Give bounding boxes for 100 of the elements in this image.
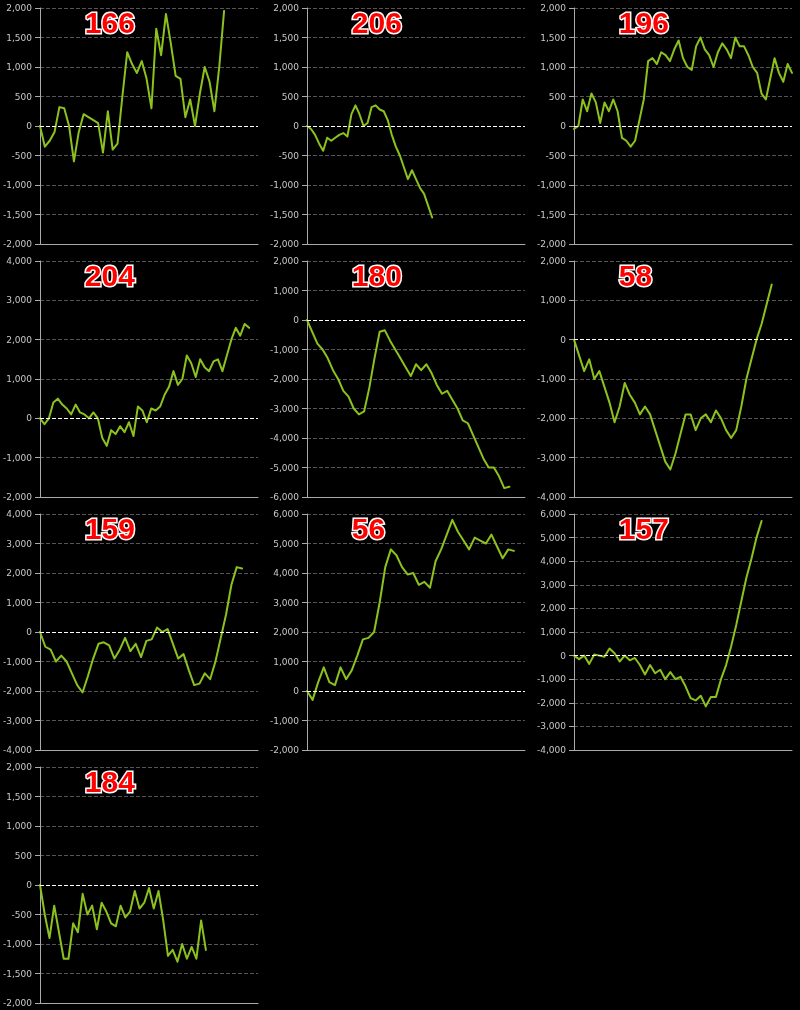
- y-tick-label: 1,000: [6, 821, 33, 831]
- y-tick-label: 0: [293, 121, 300, 131]
- y-tick-label: 2,000: [6, 762, 33, 772]
- line-series: [39, 884, 207, 963]
- chart-title: 56: [351, 511, 386, 545]
- y-tick-label: -500: [11, 150, 33, 161]
- y-tick-label: -1,000: [537, 674, 567, 685]
- line-series: [306, 518, 515, 701]
- y-tick-label: -3,000: [537, 721, 567, 732]
- y-tick-label: 2,000: [273, 627, 300, 637]
- y-tick-label: 500: [14, 850, 33, 861]
- y-tick-label: 2,000: [6, 334, 33, 345]
- line-series: [573, 520, 763, 708]
- y-tick-label: -1,000: [537, 180, 567, 190]
- y-tick-label: -2,000: [270, 745, 300, 755]
- y-tick-label: -4,000: [270, 433, 300, 443]
- y-tick-label: -3,000: [3, 715, 33, 726]
- y-tick-label: -2,000: [3, 998, 33, 1008]
- y-tick-label: -1,000: [270, 715, 300, 726]
- line-series: [573, 36, 793, 148]
- y-tick-label: 2,000: [540, 3, 567, 13]
- y-tick-label: 0: [26, 627, 33, 637]
- y-tick-label: -3,000: [537, 452, 567, 463]
- y-tick-label: -2,000: [270, 239, 300, 249]
- y-tick-label: 2,000: [273, 3, 300, 13]
- y-tick-label: 1,000: [273, 62, 300, 72]
- y-tick-label: -6,000: [270, 492, 300, 502]
- y-tick-label: 0: [560, 121, 567, 131]
- y-tick-label: 2,000: [273, 256, 300, 266]
- y-tick-label: -4,000: [537, 492, 567, 502]
- y-tick-label: 0: [293, 315, 300, 325]
- y-tick-label: 0: [26, 413, 33, 424]
- y-tick-label: -1,500: [3, 209, 33, 220]
- y-tick-label: -1,000: [3, 656, 33, 667]
- y-tick-label: 1,000: [540, 62, 567, 72]
- y-tick-label: -2,000: [537, 697, 567, 708]
- y-tick-label: -1,000: [270, 180, 300, 190]
- chart-title: 58: [618, 258, 653, 292]
- y-tick-label: -2,000: [537, 239, 567, 249]
- y-tick-label: -3,000: [270, 403, 300, 414]
- y-tick-label: 5,000: [273, 538, 300, 549]
- y-tick-label: -1,000: [3, 180, 33, 190]
- y-tick-label: 3,000: [540, 579, 567, 590]
- y-tick-label: 3,000: [6, 295, 33, 306]
- y-tick-label: 4,000: [273, 568, 300, 578]
- line-series: [306, 319, 511, 490]
- y-tick-label: -1,000: [537, 374, 567, 384]
- y-tick-label: 0: [560, 334, 567, 345]
- y-tick-label: -1,500: [270, 209, 300, 220]
- y-tick-label: 1,000: [6, 597, 33, 608]
- y-tick-label: 1,000: [6, 62, 33, 72]
- y-tick-label: 2,000: [6, 3, 33, 13]
- y-tick-label: 4,000: [6, 509, 33, 519]
- y-tick-label: -4,000: [537, 745, 567, 755]
- y-tick-label: -2,000: [3, 239, 33, 249]
- y-tick-label: -2,000: [3, 686, 33, 696]
- chart-title: 196: [618, 5, 669, 39]
- y-tick-label: -2,000: [3, 492, 33, 502]
- y-tick-label: -500: [545, 150, 567, 161]
- y-tick-label: -1,500: [3, 968, 33, 979]
- y-tick-label: 5,000: [540, 532, 567, 543]
- y-tick-label: 500: [281, 91, 300, 102]
- y-tick-label: 4,000: [540, 556, 567, 567]
- line-series: [306, 104, 434, 219]
- y-tick-label: -1,000: [270, 344, 300, 355]
- y-tick-label: 6,000: [540, 509, 567, 519]
- y-tick-label: -1,000: [3, 452, 33, 463]
- y-tick-label: 0: [26, 121, 33, 131]
- y-tick-label: -500: [278, 150, 300, 161]
- y-tick-label: 1,500: [273, 32, 300, 43]
- y-tick-label: 6,000: [273, 509, 300, 519]
- chart-title: 180: [351, 258, 402, 292]
- y-tick-label: 0: [293, 686, 300, 696]
- y-tick-label: 1,500: [540, 32, 567, 43]
- chart-title: 184: [84, 764, 136, 798]
- y-tick-label: 1,000: [540, 627, 567, 637]
- y-tick-label: -500: [11, 909, 33, 920]
- line-series: [39, 566, 244, 694]
- y-tick-label: 2,000: [6, 568, 33, 578]
- y-tick-label: 500: [14, 91, 33, 102]
- line-series: [39, 9, 226, 163]
- y-tick-label: 2,000: [540, 603, 567, 614]
- chart-title: 159: [84, 511, 135, 545]
- y-tick-label: 4,000: [6, 256, 33, 266]
- y-tick-label: 1,000: [273, 285, 300, 296]
- y-tick-label: 3,000: [6, 538, 33, 549]
- y-tick-label: -2,000: [537, 413, 567, 424]
- chart-title: 204: [84, 258, 136, 292]
- y-tick-label: 3,000: [273, 597, 300, 608]
- y-tick-label: 1,500: [6, 791, 33, 802]
- y-tick-label: -2,000: [270, 374, 300, 384]
- y-tick-label: -1,000: [3, 939, 33, 949]
- line-series: [39, 322, 251, 447]
- y-tick-label: 500: [548, 91, 567, 102]
- chart-title: 157: [618, 511, 669, 545]
- y-tick-label: 1,000: [540, 295, 567, 306]
- y-tick-label: -5,000: [270, 462, 300, 473]
- chart-title: 206: [351, 5, 402, 39]
- y-tick-label: 0: [560, 650, 567, 661]
- y-tick-label: 1,000: [6, 374, 33, 384]
